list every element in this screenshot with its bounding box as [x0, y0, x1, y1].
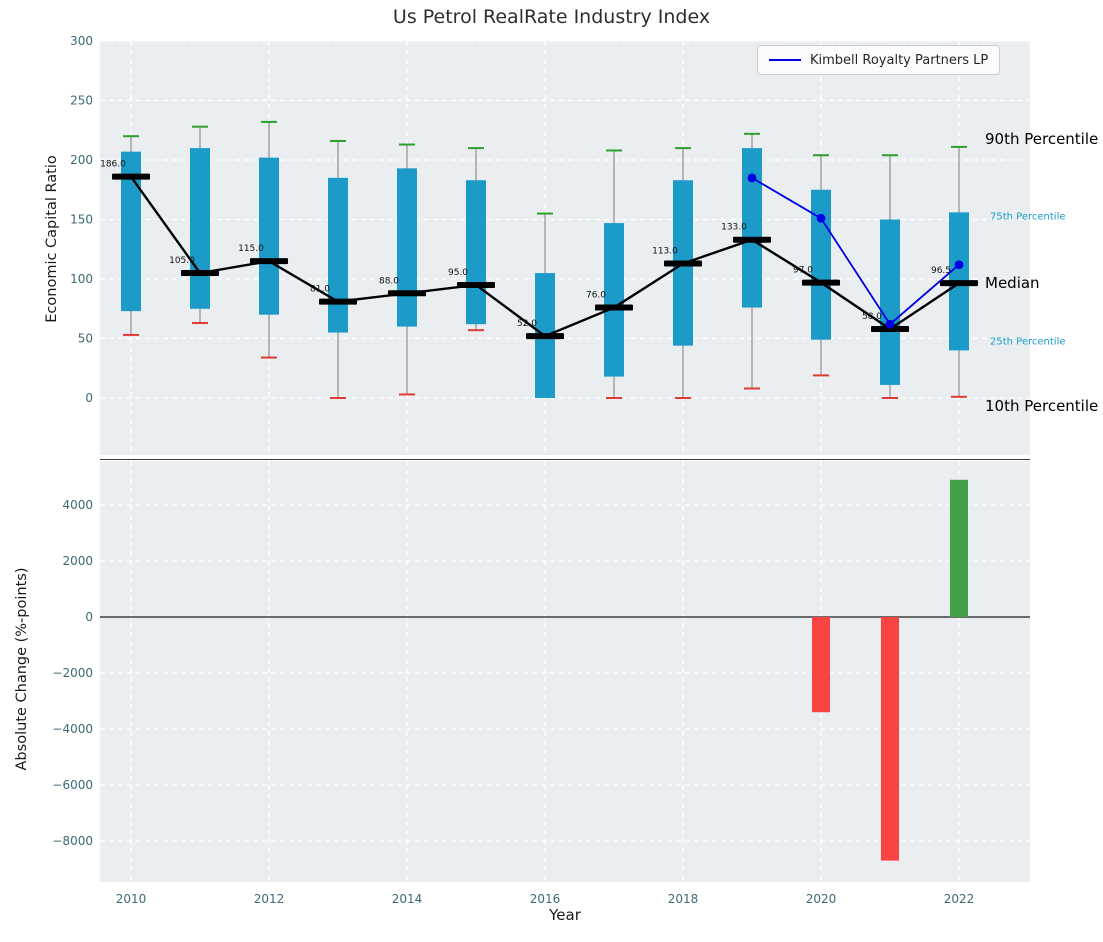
- ytick-bottom--6000: −6000: [52, 778, 93, 792]
- xtick-2016: 2016: [530, 892, 561, 906]
- ytick-bottom--4000: −4000: [52, 722, 93, 736]
- median-marker-2014: [388, 290, 426, 297]
- median-marker-2017: [595, 304, 633, 311]
- company-marker-2019: [747, 173, 757, 183]
- iqr-box-2013: [328, 177, 348, 333]
- ytick-top-50: 50: [78, 332, 93, 346]
- median-marker-2021: [871, 325, 909, 332]
- median-value-label-2016: 52.0: [517, 319, 537, 329]
- x-axis-label: Year: [549, 906, 581, 924]
- bottom-y-axis-label: Absolute Change (%-points): [14, 567, 30, 771]
- ytick-top-300: 300: [70, 34, 93, 48]
- median-marker-2022: [940, 280, 978, 287]
- median-value-label-2012: 115.0: [238, 244, 264, 254]
- median-marker-2020: [802, 279, 840, 286]
- change-bar-2021: [881, 617, 899, 861]
- median-value-label-2014: 88.0: [379, 276, 399, 286]
- ytick-bottom-0: 0: [85, 610, 93, 624]
- legend: Kimbell Royalty Partners LP: [757, 45, 1001, 75]
- change-bar-2022: [950, 479, 968, 617]
- median-value-label-2015: 95.0: [448, 268, 468, 278]
- iqr-box-2010: [121, 151, 141, 312]
- median-marker-2011: [181, 270, 219, 277]
- median-marker-2010: [112, 173, 150, 180]
- change-bar-2020: [812, 617, 830, 713]
- xtick-2012: 2012: [254, 892, 285, 906]
- median-marker-2013: [319, 298, 357, 305]
- iqr-box-2019: [742, 148, 762, 308]
- company-marker-2022: [954, 260, 964, 270]
- median-value-label-2021: 58.0: [862, 312, 882, 322]
- legend-label: Kimbell Royalty Partners LP: [810, 52, 989, 68]
- median-value-label-2013: 81.0: [310, 285, 330, 295]
- median-value-label-2019: 133.0: [721, 223, 747, 233]
- top-plot-background: [100, 41, 1030, 455]
- xtick-2020: 2020: [806, 892, 837, 906]
- median-marker-2016: [526, 333, 564, 340]
- median-marker-2015: [457, 281, 495, 288]
- top-y-axis-label: Economic Capital Ratio: [44, 155, 60, 323]
- company-marker-2021: [885, 319, 895, 329]
- ytick-bottom-2000: 2000: [62, 554, 93, 568]
- xtick-2010: 2010: [116, 892, 147, 906]
- chart-title: Us Petrol RealRate Industry Index: [392, 6, 711, 28]
- iqr-box-2014: [397, 168, 417, 327]
- iqr-box-2012: [259, 157, 279, 315]
- xtick-2014: 2014: [392, 892, 423, 906]
- ytick-top-150: 150: [70, 213, 93, 227]
- median-value-label-2010: 186.0: [100, 160, 126, 170]
- xtick-2022: 2022: [944, 892, 975, 906]
- iqr-box-2020: [811, 189, 831, 340]
- median-value-label-2017: 76.0: [586, 291, 606, 301]
- median-value-label-2018: 113.0: [652, 247, 678, 257]
- ytick-bottom--8000: −8000: [52, 834, 93, 848]
- iqr-box-2011: [190, 148, 210, 309]
- ytick-top-200: 200: [70, 153, 93, 167]
- ytick-bottom-4000: 4000: [62, 498, 93, 512]
- iqr-box-2015: [466, 180, 486, 325]
- company-line: [751, 177, 960, 326]
- median-value-label-2022: 96.5: [931, 266, 951, 276]
- bottom-plot-background: [100, 461, 1030, 882]
- legend-line-icon: [769, 59, 801, 61]
- median-marker-2018: [664, 260, 702, 267]
- ytick-top-250: 250: [70, 94, 93, 108]
- ytick-top-0: 0: [85, 391, 93, 405]
- median-marker-2012: [250, 258, 288, 265]
- ytick-bottom--2000: −2000: [52, 666, 93, 680]
- median-value-label-2020: 97.0: [793, 266, 813, 276]
- iqr-box-2017: [604, 223, 624, 377]
- median-marker-2019: [733, 236, 771, 243]
- company-marker-2020: [816, 213, 826, 223]
- median-value-label-2011: 105.0: [169, 256, 195, 266]
- iqr-box-2021: [880, 219, 900, 385]
- xtick-2018: 2018: [668, 892, 699, 906]
- ytick-top-100: 100: [70, 272, 93, 286]
